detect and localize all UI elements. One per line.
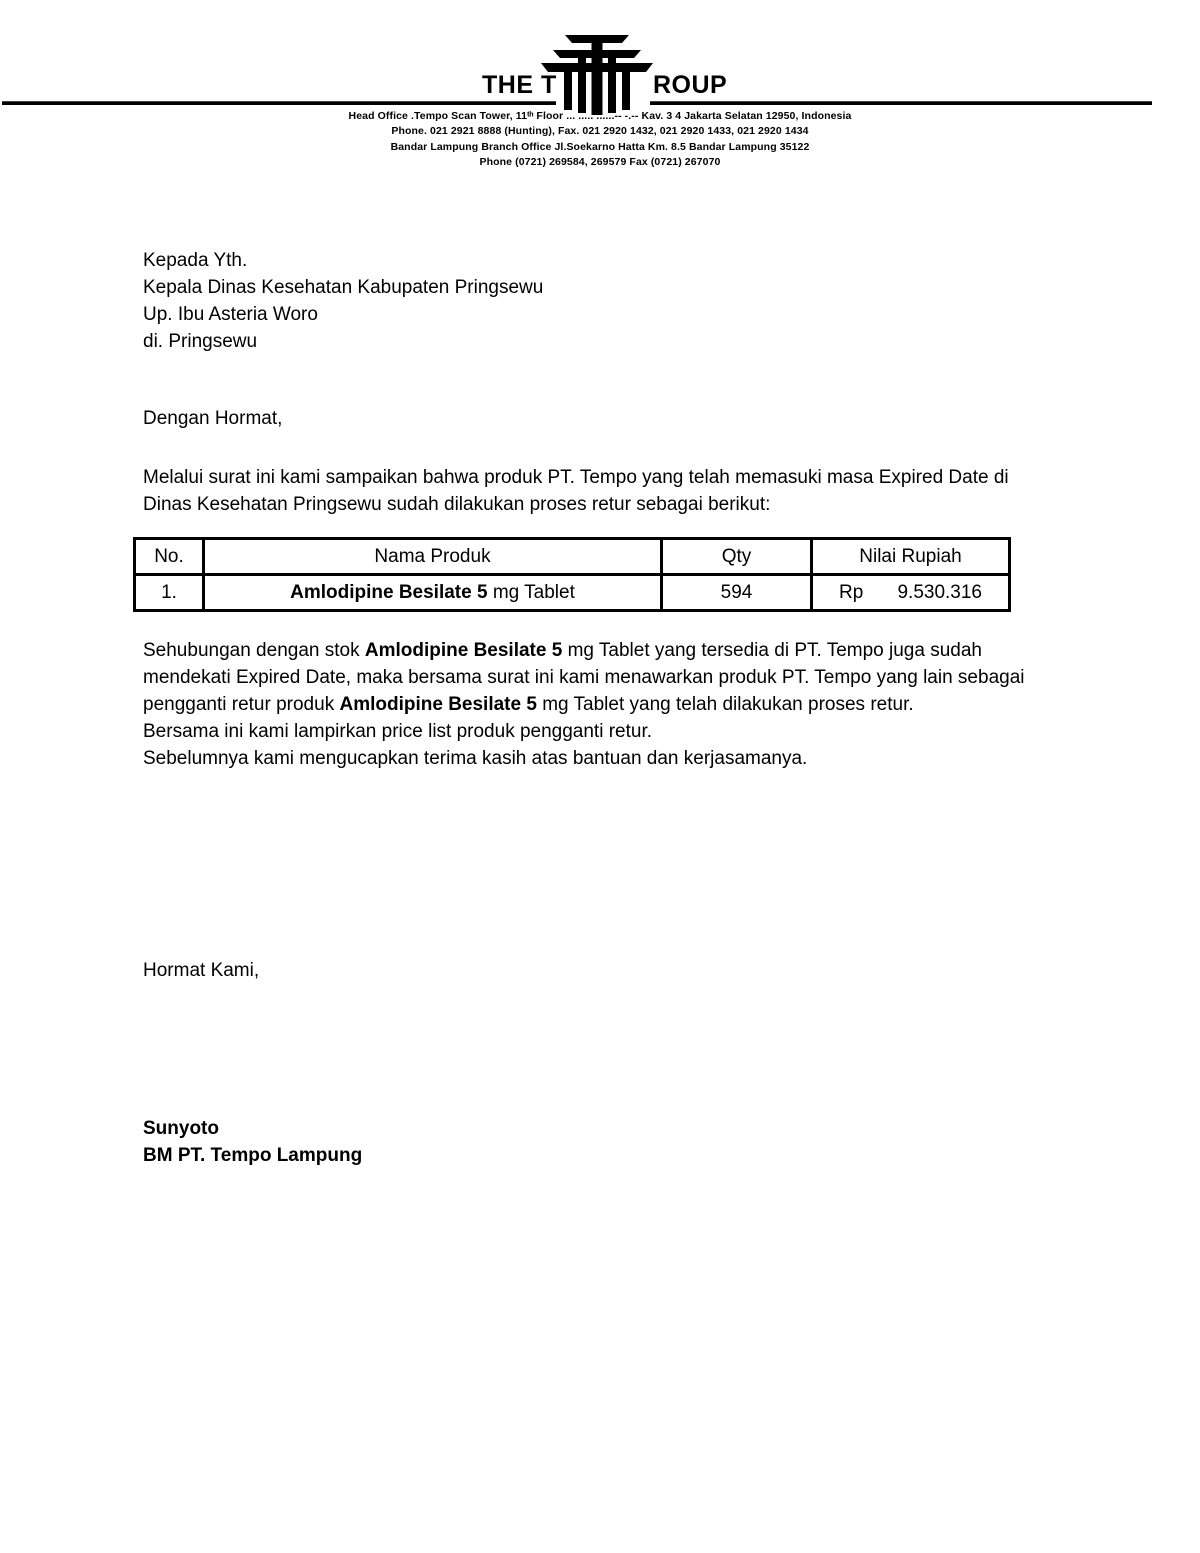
cell-product-name: Amlodipine Besilate 5	[290, 581, 488, 603]
cell-product: Amlodipine Besilate 5 mg Tablet	[202, 573, 663, 612]
retur-table-row: 1. Amlodipine Besilate 5 mg Tablet 594 R…	[133, 573, 1011, 612]
recipient-attn: Up. Ibu Asteria Woro	[143, 304, 318, 325]
letter-salutation: Dengan Hormat,	[143, 408, 283, 429]
paragraph-offer-line5: Sebelumnya kami mengucapkan terima kasih…	[143, 745, 1025, 772]
paragraph-intro-line1: Melalui surat ini kami sampaikan bahwa p…	[143, 467, 1009, 488]
paragraph-offer-line3: pengganti retur produk Amlodipine Besila…	[143, 691, 1025, 718]
col-header-product: Nama Produk	[202, 537, 663, 576]
signature-name: Sunyoto	[143, 1118, 219, 1139]
recipient-block: Kepada Yth. Kepala Dinas Kesehatan Kabup…	[143, 247, 543, 355]
signature-block: Sunyoto BM PT. Tempo Lampung	[143, 1115, 362, 1169]
paragraph-intro-line2: Dinas Kesehatan Pringsewu sudah dilakuka…	[143, 494, 771, 515]
amount-value: 9.530.316	[897, 581, 982, 603]
line1-post: mg Tablet yang tersedia di PT. Tempo jug…	[562, 640, 982, 661]
line3-bold: Amlodipine Besilate 5	[339, 694, 537, 715]
signature-title: BM PT. Tempo Lampung	[143, 1145, 363, 1166]
retur-table: No. Nama Produk Qty Nilai Rupiah 1. Amlo…	[133, 537, 1011, 612]
recipient-salute: Kepada Yth.	[143, 250, 248, 271]
brand-text-left: THE T	[482, 71, 557, 99]
address-line-head-office: Head Office .Tempo Scan Tower, 11ᵗʰ Floo…	[348, 110, 852, 122]
line2-pre: mendekati Expired Date, maka bersama sur…	[143, 667, 1025, 688]
paragraph-offer-line1: Sehubungan dengan stok Amlodipine Besila…	[143, 637, 1025, 664]
tempo-group-logo-icon	[541, 35, 653, 115]
recipient-city: di. Pringsewu	[143, 331, 258, 352]
paragraph-offer: Sehubungan dengan stok Amlodipine Besila…	[143, 637, 1025, 772]
currency-label: Rp	[839, 581, 864, 603]
paragraph-intro: Melalui surat ini kami sampaikan bahwa p…	[143, 464, 1009, 518]
col-header-qty: Qty	[660, 537, 813, 576]
cell-value-inner: Rp 9.530.316	[813, 582, 1008, 604]
address-line-phone-branch: Phone (0721) 269584, 269579 Fax (0721) 2…	[479, 156, 721, 169]
letter-closing: Hormat Kami,	[143, 960, 260, 981]
line3-pre: pengganti retur produk	[143, 694, 340, 715]
address-line-branch: Bandar Lampung Branch Office Jl.Soekarno…	[390, 140, 810, 153]
cell-qty: 594	[660, 573, 813, 612]
retur-table-header-row: No. Nama Produk Qty Nilai Rupiah	[133, 537, 1011, 576]
line3-post: mg Tablet yang telah dilakukan proses re…	[536, 694, 914, 715]
cell-no: 1.	[133, 573, 205, 612]
address-line-phone-ho: Phone. 021 2921 8888 (Hunting), Fax. 021…	[391, 125, 809, 138]
line1-bold: Amlodipine Besilate 5	[364, 640, 563, 661]
cell-product-unit: mg Tablet	[487, 581, 575, 603]
recipient-name: Kepala Dinas Kesehatan Kabupaten Pringse…	[143, 277, 544, 298]
col-header-value: Nilai Rupiah	[810, 537, 1011, 576]
paragraph-offer-line2: mendekati Expired Date, maka bersama sur…	[143, 664, 1025, 691]
paragraph-offer-line4: Bersama ini kami lampirkan price list pr…	[143, 718, 1025, 745]
line4-pre: Bersama ini kami lampirkan price list pr…	[143, 721, 653, 742]
col-header-no: No.	[133, 537, 205, 576]
line5-pre: Sebelumnya kami mengucapkan terima kasih…	[143, 748, 808, 769]
line1-pre: Sehubungan dengan stok	[143, 640, 365, 661]
cell-value: Rp 9.530.316	[810, 573, 1011, 612]
brand-text-right: ROUP	[653, 71, 728, 99]
company-address-block: Head Office .Tempo Scan Tower, 11ᵗʰ Floo…	[0, 109, 1200, 171]
